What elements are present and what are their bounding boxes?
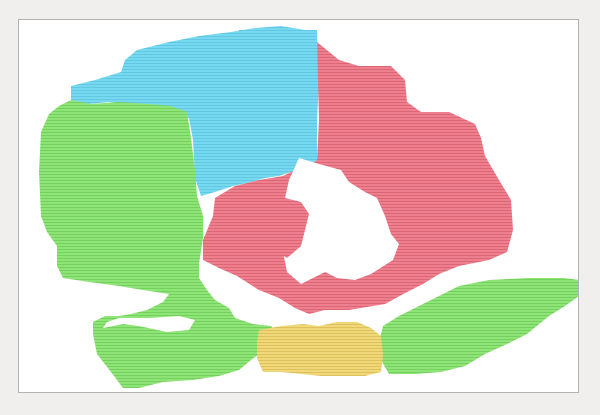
image-canvas [18, 19, 579, 393]
segmentation-artwork [39, 26, 578, 388]
green-segment [39, 100, 578, 388]
red-segment [203, 42, 513, 314]
yellow-segment [257, 322, 383, 376]
blue-segment [71, 26, 319, 196]
